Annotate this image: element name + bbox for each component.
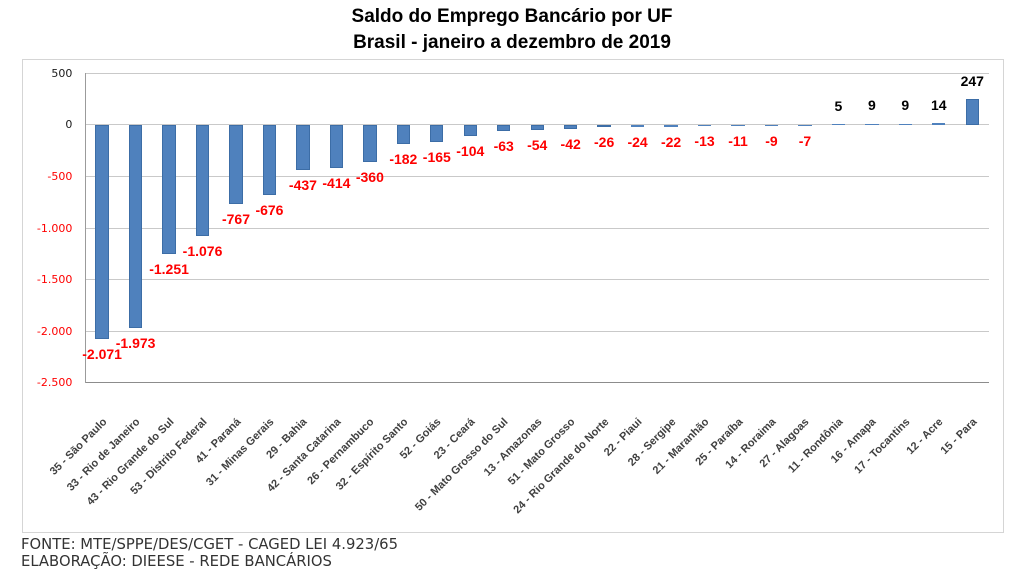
- bar-22: [798, 124, 812, 126]
- source-note: FONTE: MTE/SPPE/DES/CGET - CAGED LEI 4.9…: [21, 536, 399, 553]
- value-label: -104: [456, 142, 485, 159]
- value-label: -414: [322, 174, 351, 191]
- bar-7: [296, 124, 310, 170]
- y-axis-tick-label: -2.000: [36, 324, 73, 338]
- value-label: 9: [867, 97, 876, 114]
- value-label: -1.973: [115, 335, 156, 352]
- bar-18: [664, 124, 678, 128]
- bar-20: [731, 124, 745, 126]
- bar-13: [497, 124, 511, 132]
- value-label: -437: [288, 176, 317, 193]
- chart-area-frame: [22, 58, 1004, 533]
- bar-1: [95, 124, 109, 339]
- bar-3: [162, 124, 176, 254]
- elaboration-note: ELABORAÇÃO: DIEESE - REDE BANCÁRIOS: [21, 552, 332, 570]
- value-label: -676: [255, 201, 284, 218]
- bar-4: [195, 124, 210, 236]
- value-label: -182: [389, 150, 418, 167]
- bar-23: [831, 124, 846, 126]
- bar-25: [898, 123, 913, 126]
- y-axis-tick-label: -500: [47, 169, 73, 183]
- gridline-y-2000: [85, 330, 989, 332]
- gridline-y500: [85, 72, 989, 74]
- bar-24: [865, 123, 879, 126]
- y-axis-tick-label: -2.500: [36, 376, 73, 390]
- bar-5: [229, 124, 243, 204]
- value-label: -360: [355, 168, 384, 185]
- value-label: -24: [627, 134, 648, 151]
- value-label: 9: [901, 97, 910, 114]
- bar-19: [697, 124, 712, 127]
- bar-16: [597, 124, 611, 128]
- value-label: -7: [798, 132, 812, 149]
- bar-17: [630, 124, 645, 128]
- bar-21: [764, 124, 779, 126]
- value-label: -165: [422, 148, 451, 165]
- chart-title-line2: Brasil - janeiro a dezembro de 2019: [353, 32, 671, 53]
- bar-8: [329, 124, 344, 168]
- bar-6: [262, 124, 277, 195]
- value-label: -54: [527, 137, 548, 154]
- value-label: -767: [221, 210, 251, 227]
- bar-14: [530, 124, 544, 131]
- bar-2: [128, 124, 143, 329]
- value-label: -9: [765, 132, 778, 149]
- value-label: -1.251: [149, 260, 189, 277]
- bar-10: [396, 124, 411, 144]
- y-axis-tick-label: 0: [65, 118, 73, 132]
- gridline-y-1500: [85, 279, 989, 281]
- gridline-y-500: [85, 175, 989, 177]
- value-label: -63: [493, 138, 514, 155]
- y-axis-tick-label: 500: [51, 66, 73, 80]
- value-label: -26: [594, 134, 615, 151]
- bar-26: [932, 123, 946, 125]
- value-label: -1.076: [182, 242, 223, 259]
- value-label: -22: [660, 134, 682, 151]
- value-label: -2.071: [82, 345, 122, 362]
- chart-title: Saldo do Emprego Bancário por UF Brasil …: [0, 4, 1024, 56]
- value-label: -11: [728, 132, 748, 149]
- chart-footer: FONTE: MTE/SPPE/DES/CGET - CAGED LEI 4.9…: [21, 536, 399, 570]
- bar-12: [463, 124, 477, 136]
- y-axis-tick-label: -1.500: [36, 273, 73, 287]
- value-label: -13: [694, 133, 715, 150]
- chart-title-line1: Saldo do Emprego Bancário por UF: [351, 6, 673, 27]
- bar-27: [965, 99, 979, 125]
- bar-15: [563, 124, 578, 130]
- y-axis-line: [85, 73, 87, 383]
- value-label: 14: [931, 96, 947, 113]
- gridline-y-1000: [85, 227, 989, 229]
- y-axis-tick-label: -1.000: [36, 221, 73, 235]
- bar-11: [430, 124, 444, 142]
- value-label: 247: [960, 72, 984, 89]
- x-axis-baseline: [85, 382, 989, 384]
- bar-9: [363, 124, 377, 162]
- value-label: -42: [560, 136, 581, 153]
- value-label: 5: [834, 97, 843, 114]
